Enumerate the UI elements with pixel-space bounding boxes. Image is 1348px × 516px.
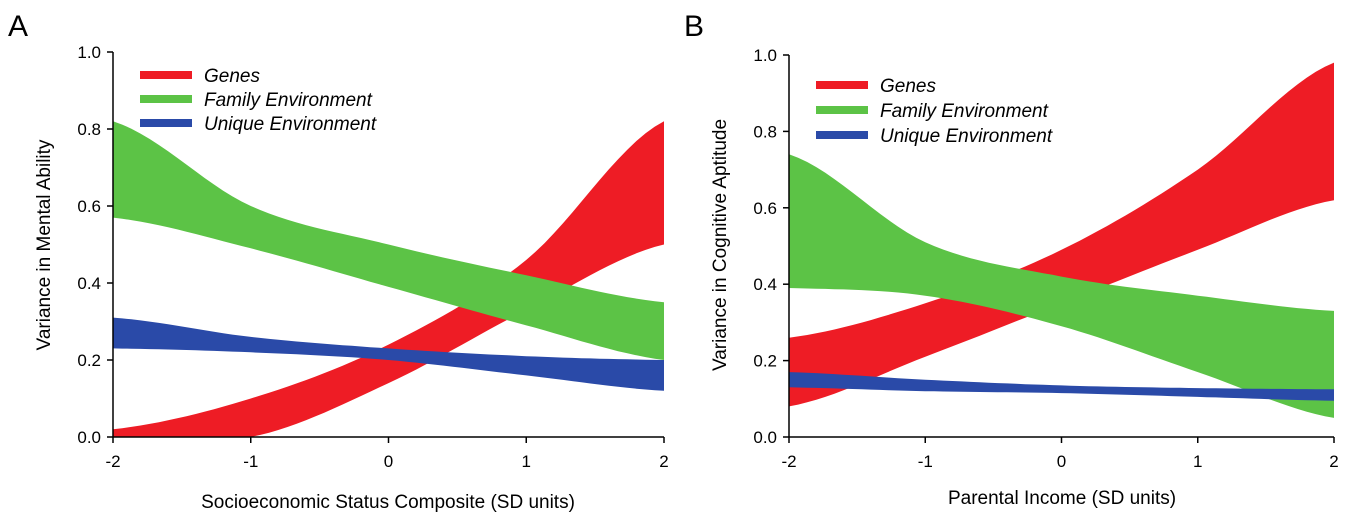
panel-a-y-tick-label: 1.0 (77, 43, 101, 62)
panel-b-y-ticks: 0.0 0.2 0.4 0.6 0.8 1.0 (753, 46, 789, 447)
panel-b-legend-label-unique-environment: Unique Environment (880, 126, 1053, 147)
panel-a-y-tick-label: 0.2 (77, 351, 101, 370)
panel-b-y-tick-label: 1.0 (753, 46, 777, 65)
panel-b: B 0.0 0.2 0.4 0.6 0.8 1.0 -2 -1 0 1 2 Parental In… (684, 10, 1339, 509)
panel-b-legend: Genes Family Environment Unique Environmen… (816, 76, 1053, 147)
panel-a-legend-label-unique-environment: Unique Environment (204, 114, 377, 135)
panel-a-x-ticks: -2 -1 0 1 2 (105, 437, 669, 471)
panel-b-y-tick-label: 0.6 (753, 199, 777, 218)
panel-a-legend: Genes Family Environment Unique Environmen… (140, 66, 377, 135)
panel-a-y-tick-label: 0.8 (77, 120, 101, 139)
panel-b-y-axis-title: Variance in Cognitive Aptitude (710, 119, 731, 371)
panel-a-legend-label-genes: Genes (204, 66, 260, 87)
panel-b-legend-label-family-environment: Family Environment (880, 101, 1049, 122)
panel-a-x-tick-label: 0 (384, 452, 393, 471)
panel-a-x-axis-title: Socioeconomic Status Composite (SD units… (201, 492, 575, 513)
panel-b-band-family-environment (789, 154, 1334, 418)
panel-a-y-tick-label: 0.0 (77, 428, 101, 447)
panel-a-y-tick-label: 0.4 (77, 274, 101, 293)
panel-a-x-tick-label: 1 (522, 452, 531, 471)
panel-b-x-ticks: -2 -1 0 1 2 (781, 437, 1339, 471)
panel-b-x-tick-label: -2 (781, 452, 796, 471)
panel-a-bands (113, 121, 664, 438)
panel-a: A 0.0 0.2 0.4 0.6 0.8 1.0 -2 -1 0 1 2 Socioeconom… (8, 10, 669, 513)
panel-a-band-genes (113, 121, 664, 438)
panel-b-letter: B (684, 10, 704, 43)
panel-a-x-tick-label: 2 (659, 452, 668, 471)
panel-b-legend-label-genes: Genes (880, 76, 936, 97)
panel-a-legend-label-family-environment: Family Environment (204, 90, 373, 111)
panel-a-y-axis-title: Variance in Mental Ability (34, 139, 55, 350)
panel-b-bands (789, 62, 1334, 418)
panel-b-band-genes (789, 62, 1334, 407)
panel-b-x-axis-title: Parental Income (SD units) (948, 488, 1176, 509)
panel-b-y-tick-label: 0.8 (753, 122, 777, 141)
panel-a-letter: A (8, 10, 28, 43)
panel-a-y-tick-label: 0.6 (77, 197, 101, 216)
panel-b-y-tick-label: 0.4 (753, 275, 777, 294)
panel-a-y-ticks: 0.0 0.2 0.4 0.6 0.8 1.0 (77, 43, 113, 447)
panel-b-x-tick-label: 2 (1329, 452, 1338, 471)
panel-b-x-tick-label: 0 (1057, 452, 1066, 471)
panel-b-x-tick-label: -1 (918, 452, 933, 471)
panel-b-band-unique-environment (789, 372, 1334, 401)
panel-a-x-tick-label: -2 (105, 452, 120, 471)
panel-a-band-unique-environment (113, 317, 664, 391)
panel-a-x-tick-label: -1 (243, 452, 258, 471)
panel-b-y-tick-label: 0.2 (753, 352, 777, 371)
panel-a-band-family-environment (113, 121, 664, 360)
panel-b-x-tick-label: 1 (1193, 452, 1202, 471)
panel-b-y-tick-label: 0.0 (753, 428, 777, 447)
